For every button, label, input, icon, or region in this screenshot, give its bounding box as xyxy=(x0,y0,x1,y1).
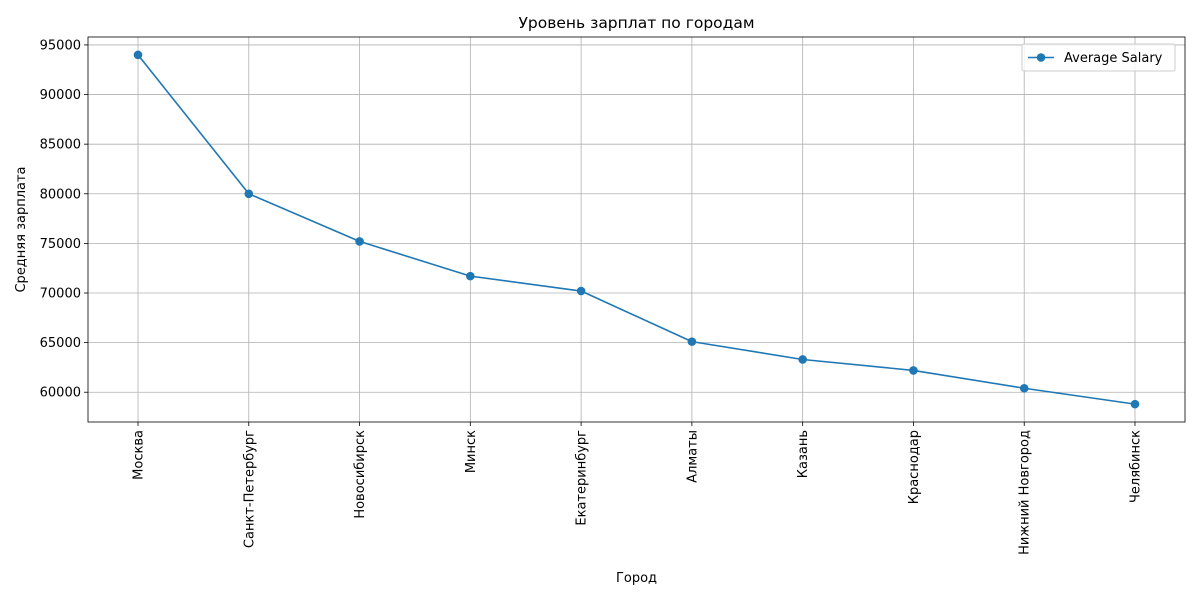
y-tick-label: 80000 xyxy=(40,187,81,202)
data-point xyxy=(133,50,143,60)
data-point xyxy=(576,286,586,296)
x-grid-lines xyxy=(137,37,1136,422)
data-point xyxy=(466,271,475,281)
plot-area xyxy=(87,36,1186,423)
legend-box xyxy=(1021,43,1176,72)
y-axis: 60000 65000 70000 75000 80000 85000 90000 95000 xyxy=(40,38,88,401)
data-point xyxy=(687,337,697,346)
data-point xyxy=(798,355,807,364)
legend: Average Salary xyxy=(1021,43,1176,72)
y-tick-label: 70000 xyxy=(40,287,81,302)
x-tick-label: Челябинск xyxy=(1129,430,1144,503)
data-point xyxy=(909,366,918,375)
x-tick-label: Краснодар xyxy=(907,430,922,504)
y-tick-label: 60000 xyxy=(40,386,81,401)
x-tick-label: Минск xyxy=(464,430,479,473)
x-axis: Москва Санкт-Петербург Новосибирск Минск Ека… xyxy=(132,422,1144,555)
y-grid-lines xyxy=(88,44,1185,393)
y-tick-label: 75000 xyxy=(40,237,81,252)
x-axis-label: Город xyxy=(616,571,657,586)
x-tick-label: Новосибирск xyxy=(353,430,368,519)
y-tick-label: 90000 xyxy=(40,88,81,103)
series-layer xyxy=(133,50,1140,409)
data-point xyxy=(244,189,254,199)
data-point xyxy=(1130,399,1140,409)
x-tick-label: Москва xyxy=(132,430,147,480)
y-tick-label: 65000 xyxy=(40,336,81,351)
data-point xyxy=(355,237,364,246)
legend-marker-sample xyxy=(1036,53,1046,62)
data-point xyxy=(1019,383,1029,393)
legend-entry-label: Average Salary xyxy=(1064,51,1163,66)
chart-title: Уровень зарплат по городам xyxy=(518,14,754,32)
y-tick-label: 95000 xyxy=(40,38,81,53)
x-tick-label: Алматы xyxy=(685,430,700,483)
y-axis-label: Средняя зарплата xyxy=(14,166,29,292)
x-tick-label: Казань xyxy=(796,430,811,478)
series-line-average-salary xyxy=(137,54,1136,405)
y-tick-label: 85000 xyxy=(40,138,81,153)
x-tick-label: Санкт-Петербург xyxy=(242,430,257,548)
x-tick-label: Екатеринбург xyxy=(575,430,590,526)
x-tick-label: Нижний Новгород xyxy=(1018,430,1033,555)
